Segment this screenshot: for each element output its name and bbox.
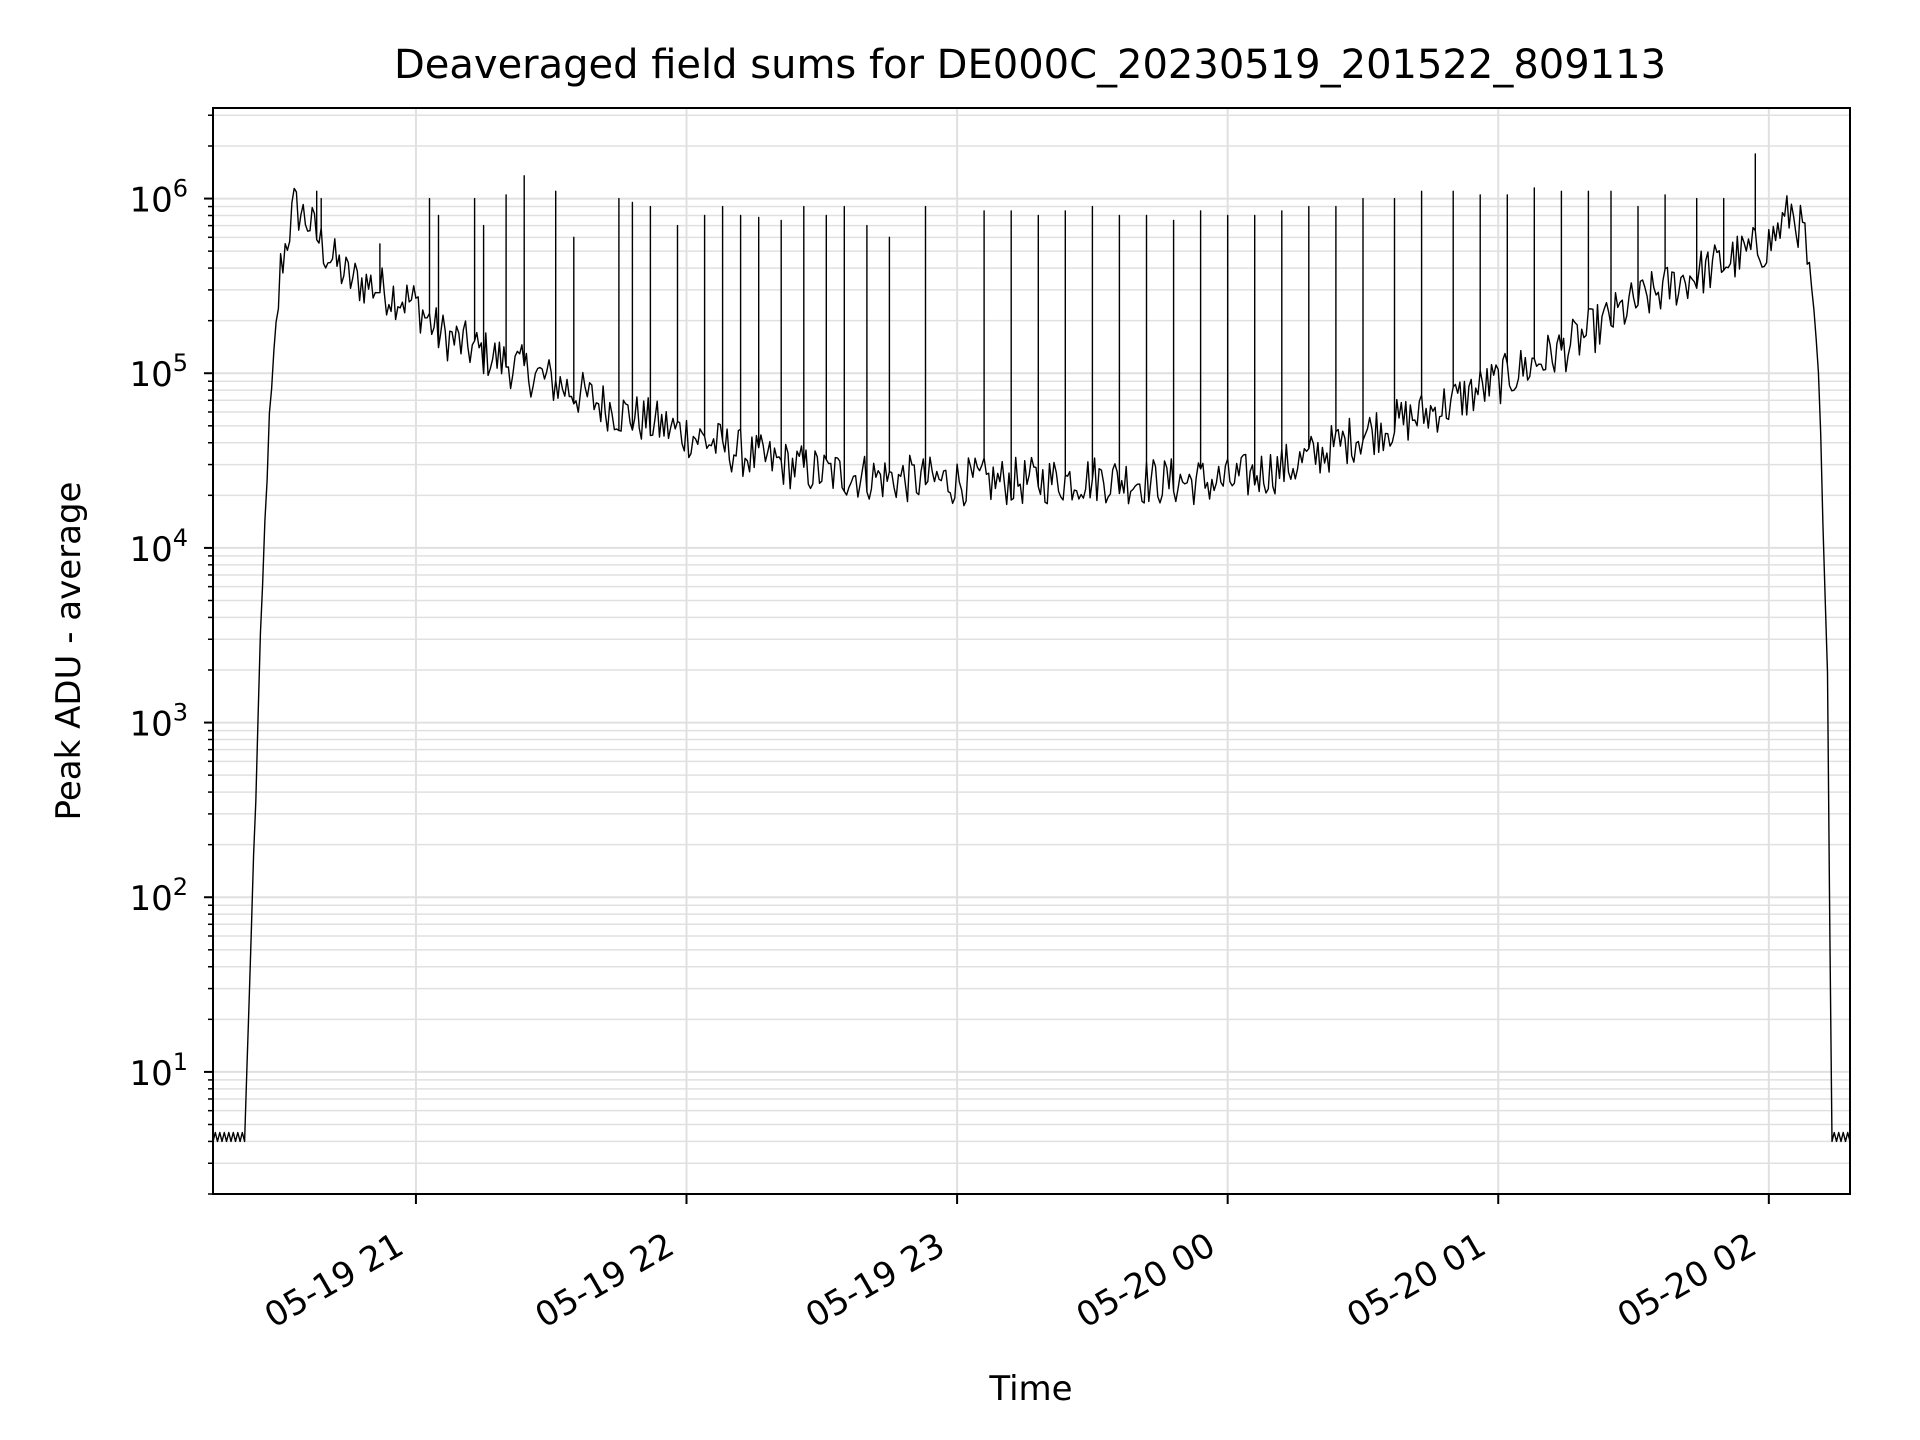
y-tick-label: 103: [129, 699, 188, 745]
y-tick-label: 104: [129, 524, 188, 570]
x-axis-label: Time: [988, 1369, 1072, 1409]
series-layer: [212, 153, 1851, 1143]
y-tick-label: 105: [129, 349, 188, 395]
y-tick-label: 101: [129, 1048, 188, 1094]
y-tick-label: 106: [129, 175, 188, 221]
chart-title: Deaveraged field sums for DE000C_2023051…: [394, 42, 1666, 88]
series-line-peak-adu: [212, 153, 1851, 1143]
y-tick-label: 102: [129, 873, 188, 919]
y-axis-label: Peak ADU - average: [49, 482, 89, 821]
plot-frame: [212, 107, 1851, 1195]
grid-layer: [213, 108, 1850, 1195]
